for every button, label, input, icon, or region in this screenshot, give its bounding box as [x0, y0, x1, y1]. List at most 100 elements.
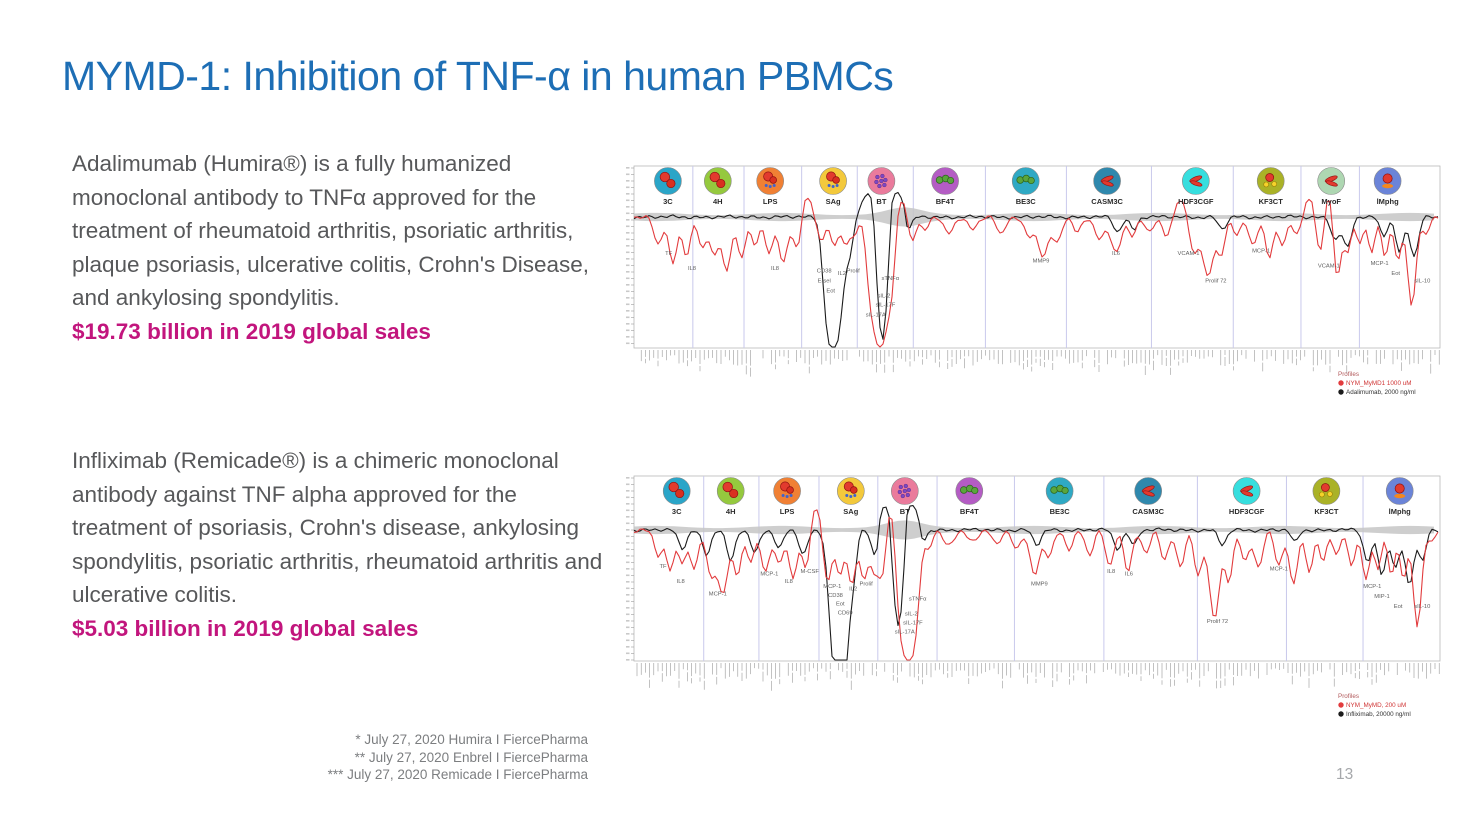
panel-label: LPS [780, 507, 795, 516]
panel-label: 4H [713, 197, 723, 206]
svg-text:Prolif 72: Prolif 72 [1207, 619, 1228, 625]
baseline-envelope [634, 520, 1434, 540]
biomap-chart-infliximab: 3C 4H LPS SAg BT BF4T BE3C CASM3C HDF3CGF KF3CT lM… [624, 460, 1446, 730]
chart-legend: Profiles NYM_MyMD1 1000 uM Adalimumab, 200… [1338, 371, 1416, 396]
panel-icon-3C: 3C [654, 167, 682, 206]
legend-entry: Infliximab, 20000 ng/ml [1346, 711, 1411, 718]
svg-text:sIL-17A: sIL-17A [895, 629, 915, 635]
svg-text:Prolif: Prolif [847, 268, 861, 274]
infliximab-description: Infliximab (Remicade®) is a chimeric mon… [72, 448, 603, 607]
svg-text:Prolif: Prolif [859, 581, 873, 587]
infliximab-sales-highlight: $5.03 billion in 2019 global sales [72, 615, 419, 641]
page-number: 13 [1336, 766, 1354, 783]
svg-text:CD38: CD38 [817, 268, 832, 274]
panel-icon-lMphg: lMphg [1385, 477, 1414, 516]
svg-text:MCP-1: MCP-1 [1363, 584, 1381, 590]
panel-icon-CASM3C: CASM3C [1091, 167, 1124, 206]
footnote-remicade: *** July 27, 2020 Remicade I FiercePharm… [327, 767, 588, 782]
svg-text:MMP9: MMP9 [1031, 581, 1048, 587]
panel-label: KF3CT [1314, 507, 1339, 516]
svg-text:MCP-1: MCP-1 [709, 592, 727, 598]
footnotes: * July 27, 2020 Humira I FiercePharma **… [30, 731, 588, 784]
svg-text:Eot: Eot [826, 289, 835, 295]
footnote-enbrel: ** July 27, 2020 Enbrel I FiercePharma [354, 749, 588, 765]
svg-text:sIL-2: sIL-2 [877, 294, 890, 300]
panel-icon-KF3CT: KF3CT [1256, 167, 1285, 206]
svg-text:MIP-1: MIP-1 [1374, 594, 1389, 600]
panel-label: lMphg [1389, 507, 1411, 516]
biomap-profile-svg: 3C 4H LPS SAg BT BF4T BE3C CASM3C HDF3CGF KF3CT lM… [626, 475, 1441, 718]
panel-label: BT [900, 507, 910, 516]
svg-text:MCP-1: MCP-1 [1252, 248, 1270, 254]
svg-text:sIL-17A: sIL-17A [866, 313, 886, 319]
svg-text:VCAM-1: VCAM-1 [1318, 263, 1340, 269]
panel-label: HDF3CGF [1229, 507, 1265, 516]
svg-text:IL2: IL2 [838, 271, 846, 277]
svg-text:E-sel: E-sel [818, 279, 831, 285]
legend-entry: Adalimumab, 2000 ng/ml [1346, 389, 1416, 396]
svg-text:CD38: CD38 [828, 593, 843, 599]
svg-text:M-CSF: M-CSF [801, 569, 820, 575]
svg-text:IL2: IL2 [849, 587, 857, 593]
adalimumab-sales-highlight: $19.73 billion in 2019 global sales [72, 318, 431, 344]
panel-label: lMphg [1377, 197, 1399, 206]
footnote-humira: * July 27, 2020 Humira I FiercePharma [355, 732, 588, 747]
panel-icon-lMphg: lMphg [1373, 167, 1402, 206]
y-axis-ticks [626, 167, 634, 345]
panel-icon-LPS: LPS [756, 167, 784, 206]
adalimumab-description: Adalimumab (Humira®) is a fully humanize… [72, 151, 590, 310]
panel-label: 3C [663, 197, 673, 206]
drug-block-adalimumab: Adalimumab (Humira®) is a fully humanize… [72, 147, 612, 348]
baseline-envelope [634, 207, 1434, 227]
panel-label: SAg [843, 507, 858, 516]
svg-text:sIL-17F: sIL-17F [876, 303, 896, 309]
panel-icon-MyoF: MyoF [1317, 167, 1346, 206]
panel-icon-HDF3CGF: HDF3CGF [1178, 167, 1214, 206]
drug-block-infliximab: Infliximab (Remicade®) is a chimeric mon… [72, 444, 612, 645]
panel-label: BE3C [1050, 507, 1071, 516]
x-axis-microlabels [640, 350, 1440, 377]
svg-text:sIL-10: sIL-10 [1414, 604, 1430, 610]
profile-line-mymd [633, 509, 1439, 661]
svg-text:MCP-1: MCP-1 [823, 584, 841, 590]
svg-text:MCP-1: MCP-1 [1270, 566, 1288, 572]
panel-label: KF3CT [1259, 197, 1284, 206]
panel-label: BE3C [1016, 197, 1037, 206]
panel-icon-KF3CT: KF3CT [1312, 477, 1341, 516]
svg-text:IL8: IL8 [771, 266, 779, 272]
panel-icon-BE3C: BE3C [1045, 477, 1074, 516]
y-axis-ticks [626, 477, 634, 661]
svg-text:Eot: Eot [836, 602, 845, 608]
legend-entry: NYM_MyMD, 200 uM [1346, 702, 1406, 709]
legend-header: Profiles [1338, 693, 1359, 700]
svg-text:IL8: IL8 [677, 579, 685, 585]
svg-text:Eot: Eot [1391, 271, 1400, 277]
panel-separators [692, 166, 1360, 348]
panel-icon-BF4T: BF4T [955, 477, 984, 516]
panel-label: 4H [726, 507, 736, 516]
panel-separators [703, 476, 1364, 661]
biomap-chart-adalimumab: 3C 4H LPS SAg BT BF4T BE3C CASM3C HDF3CGF KF3CT My… [624, 150, 1446, 420]
svg-text:TF: TF [659, 564, 667, 570]
svg-text:sIL-2: sIL-2 [905, 612, 918, 618]
svg-text:VCAM-1: VCAM-1 [1178, 251, 1200, 257]
panel-icon-CASM3C: CASM3C [1132, 477, 1165, 516]
panel-icon-BT: BT [867, 167, 896, 206]
panel-label: MyoF [1321, 197, 1341, 206]
svg-text:Eot: Eot [1394, 604, 1403, 610]
x-axis-microlabels [636, 663, 1440, 691]
svg-text:MMP9: MMP9 [1033, 258, 1050, 264]
panel-label: CASM3C [1091, 197, 1123, 206]
panel-label: SAg [826, 197, 841, 206]
profile-line-comparator [633, 505, 1439, 661]
panel-label: 3C [672, 507, 682, 516]
biomap-profile-svg: 3C 4H LPS SAg BT BF4T BE3C CASM3C HDF3CGF KF3CT My… [626, 165, 1441, 396]
svg-text:MCP-1: MCP-1 [1371, 261, 1389, 267]
panel-icon-3C: 3C [662, 477, 691, 516]
panel-label: BF4T [936, 197, 955, 206]
svg-text:IL8: IL8 [785, 579, 793, 585]
panel-icon-4H: 4H [716, 477, 745, 516]
svg-text:sTNFα: sTNFα [909, 597, 927, 603]
profile-line-mymd [633, 197, 1439, 348]
